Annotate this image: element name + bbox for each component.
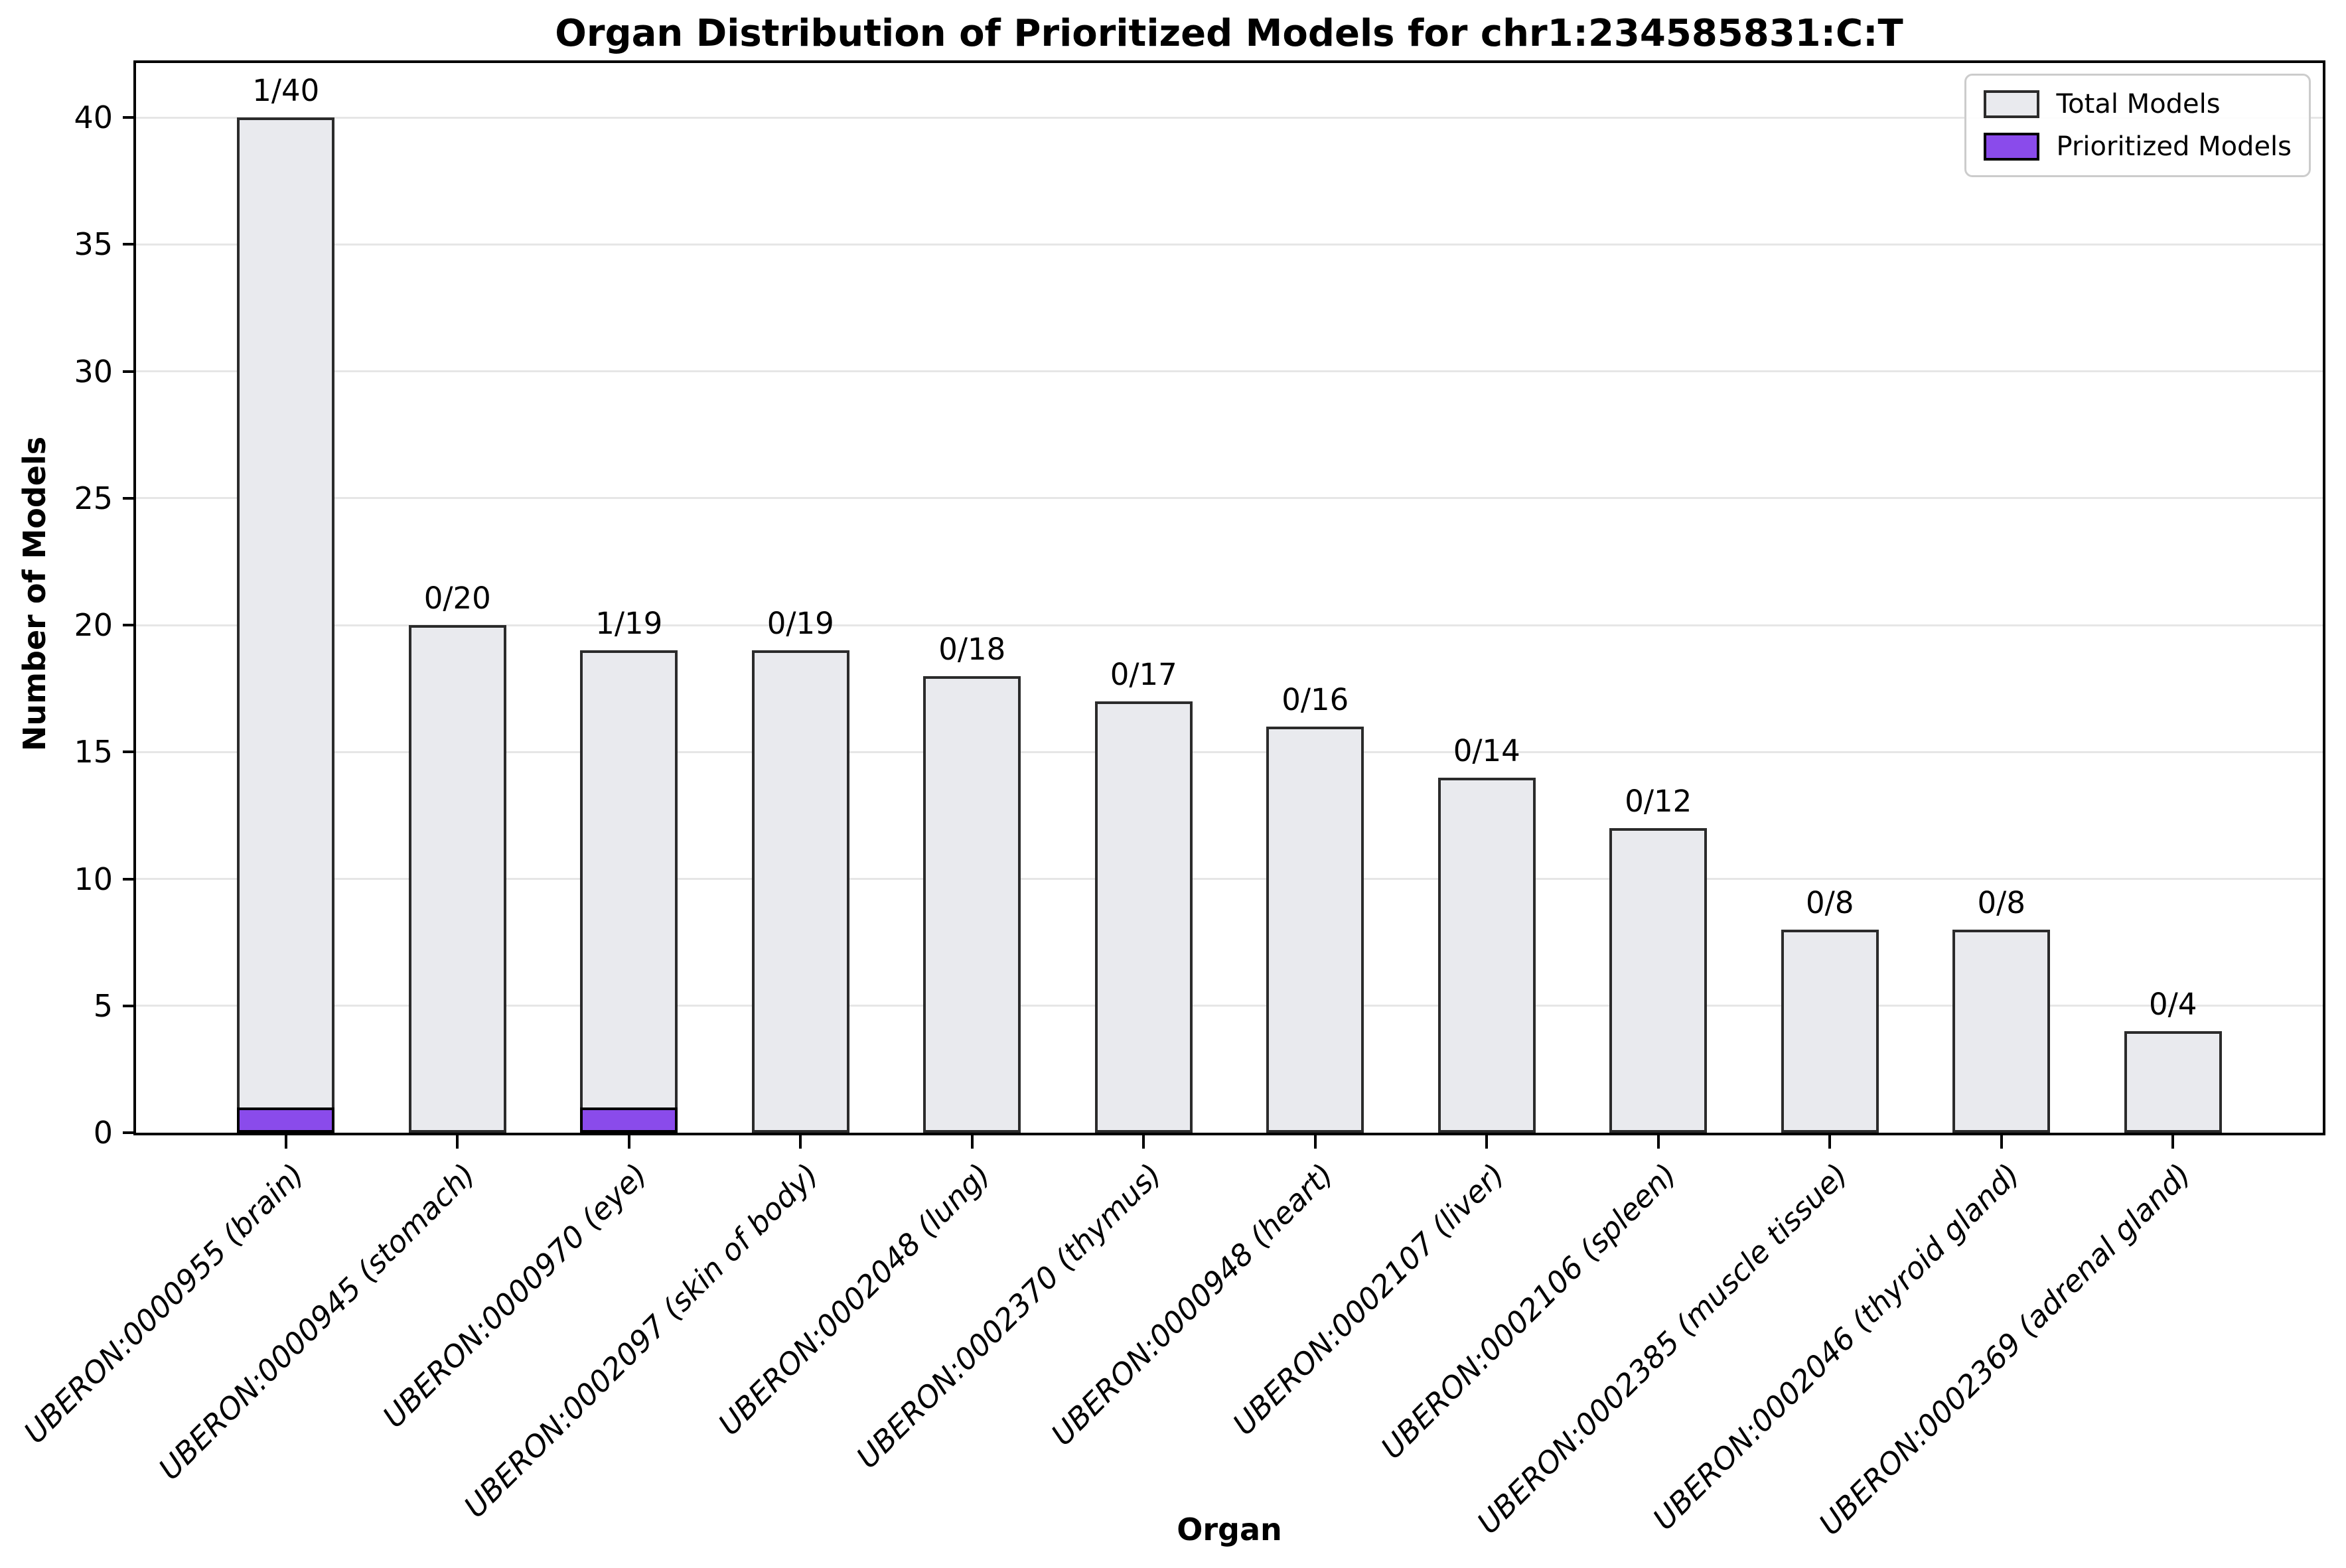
bar-total <box>1437 777 1536 1133</box>
y-tick-mark <box>123 750 136 754</box>
x-tick-mark <box>627 1135 630 1149</box>
bar-total <box>923 676 1021 1133</box>
y-tick-label: 5 <box>93 987 113 1024</box>
bar-total <box>1609 828 1708 1133</box>
y-tick-mark <box>123 877 136 881</box>
legend-label: Prioritized Models <box>2056 131 2292 162</box>
x-tick-mark <box>970 1135 974 1149</box>
legend-entry: Total Models <box>1983 89 2292 119</box>
y-tick-mark <box>123 496 136 500</box>
bar-value-label: 0/16 <box>1282 682 1349 718</box>
y-tick-mark <box>123 624 136 627</box>
legend: Total Models Prioritized Models <box>1964 74 2311 177</box>
y-tick-mark <box>123 243 136 246</box>
y-tick-mark <box>123 370 136 373</box>
y-tick-label: 25 <box>74 480 113 516</box>
bar-prioritized <box>237 1107 335 1133</box>
gridline <box>136 116 2323 119</box>
gridline <box>136 1005 2323 1007</box>
legend-entry: Prioritized Models <box>1983 131 2292 162</box>
bar-value-label: 0/8 <box>1977 885 2025 921</box>
bar-value-label: 1/19 <box>595 606 663 642</box>
bar-total <box>1266 727 1364 1133</box>
x-tick-mark <box>456 1135 459 1149</box>
y-tick-label: 10 <box>74 861 113 897</box>
bar-value-label: 0/14 <box>1453 733 1520 768</box>
legend-swatch-total <box>1983 90 2039 118</box>
bar-total <box>751 650 849 1133</box>
y-tick-label: 30 <box>74 353 113 390</box>
y-tick-label: 20 <box>74 607 113 644</box>
x-tick-mark <box>799 1135 802 1149</box>
bar-value-label: 0/17 <box>1110 656 1177 692</box>
gridline <box>136 243 2323 246</box>
bar-value-label: 0/20 <box>423 581 491 616</box>
bar-total <box>1094 701 1193 1133</box>
chart-title: Organ Distribution of Prioritized Models… <box>555 12 1903 55</box>
x-tick-mark <box>284 1135 287 1149</box>
bar-total <box>580 650 678 1133</box>
x-tick-mark <box>1142 1135 1145 1149</box>
legend-label: Total Models <box>2056 89 2221 119</box>
bar-total <box>1952 930 2051 1133</box>
x-axis-label: Organ <box>1177 1512 1282 1547</box>
legend-swatch-prioritized <box>1983 133 2039 161</box>
bar-total <box>408 625 506 1133</box>
y-tick-label: 40 <box>74 100 113 136</box>
bar-value-label: 0/8 <box>1806 885 1854 921</box>
bar-value-label: 0/4 <box>2149 987 2197 1023</box>
bar-value-label: 1/40 <box>252 73 320 109</box>
y-tick-mark <box>123 116 136 119</box>
gridline <box>136 878 2323 881</box>
bar-total <box>237 117 335 1133</box>
x-tick-mark <box>1656 1135 1660 1149</box>
y-tick-label: 0 <box>93 1115 113 1151</box>
y-tick-label: 15 <box>74 734 113 770</box>
y-tick-mark <box>123 1004 136 1007</box>
bar-prioritized <box>580 1107 678 1133</box>
bar-value-label: 0/19 <box>767 606 834 642</box>
x-tick-mark <box>2000 1135 2003 1149</box>
plot-area: Total Models Prioritized Models 1/40 0/20 1… <box>133 60 2325 1135</box>
bar-total <box>1781 930 1879 1133</box>
x-tick-mark <box>2171 1135 2175 1149</box>
x-tick-mark <box>1313 1135 1317 1149</box>
x-tick-mark <box>1485 1135 1489 1149</box>
y-tick-mark <box>123 1131 136 1134</box>
gridline <box>136 497 2323 500</box>
bar-total <box>2124 1031 2222 1133</box>
gridline <box>136 750 2323 753</box>
bar-value-label: 0/18 <box>938 631 1006 667</box>
gridline <box>136 624 2323 626</box>
y-tick-label: 35 <box>74 226 113 263</box>
x-tick-mark <box>1828 1135 1832 1149</box>
gridline <box>136 370 2323 373</box>
bar-value-label: 0/12 <box>1625 784 1692 820</box>
